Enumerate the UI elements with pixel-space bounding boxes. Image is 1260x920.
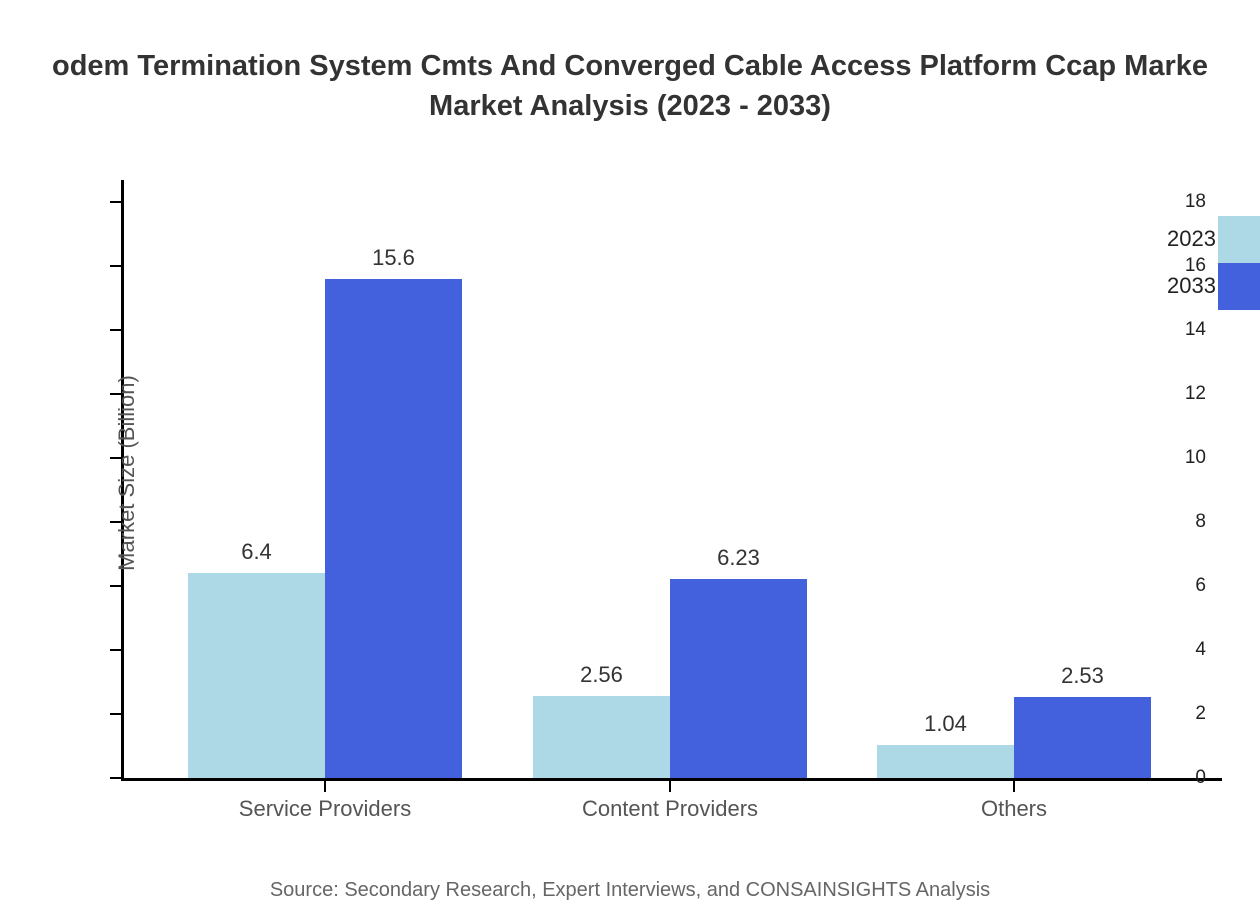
plot-area: Market Size (Billion) 0 2 4 6 8 10 12 14 16 18 Se…	[110, 180, 1222, 821]
bar-value-label: 2.53	[1061, 663, 1104, 689]
y-tick-label: 12	[1184, 383, 1206, 405]
legend-item-2023[interactable]: 2023	[1124, 216, 1260, 263]
y-tick-mark	[110, 201, 121, 204]
y-axis-spine	[121, 180, 124, 781]
legend-label: 2033	[1167, 273, 1216, 298]
legend-item-2033[interactable]: 2033	[1124, 263, 1260, 310]
x-tick-mark	[324, 781, 326, 792]
y-tick-label: 6	[1195, 575, 1206, 597]
bar-value-label: 6.23	[717, 544, 760, 570]
chart-title-line-2: Market Analysis (2023 - 2033)	[429, 90, 831, 122]
y-tick-mark	[110, 713, 121, 716]
bar-2033-others[interactable]	[1014, 697, 1151, 778]
y-tick-mark	[110, 777, 121, 779]
bar-2023-service-providers[interactable]	[188, 573, 325, 778]
bar-2023-content-providers[interactable]	[533, 696, 670, 778]
chart-title: odem Termination System Cmts And Converg…	[0, 46, 1260, 126]
x-axis-spine	[121, 778, 1222, 781]
bar-value-label: 2.56	[580, 662, 623, 688]
bar-2033-service-providers[interactable]	[325, 279, 462, 778]
y-tick-mark	[110, 329, 121, 332]
bar-value-label: 6.4	[241, 539, 272, 565]
y-tick-label: 16	[1184, 255, 1206, 277]
bar-2023-others[interactable]	[877, 744, 1014, 778]
y-tick-label: 18	[1184, 191, 1206, 213]
y-tick-mark	[110, 521, 121, 524]
bar-value-label: 1.04	[924, 710, 967, 736]
y-tick-mark	[110, 457, 121, 460]
legend-swatch	[1218, 216, 1260, 263]
legend-swatch	[1218, 263, 1260, 310]
y-tick-label: 2	[1195, 703, 1206, 725]
x-tick-mark	[1013, 781, 1015, 792]
x-tick-mark	[669, 781, 671, 792]
bar-2033-content-providers[interactable]	[670, 578, 807, 778]
y-axis-title: Market Size (Billion)	[114, 375, 139, 571]
y-tick-mark	[110, 393, 121, 396]
y-tick-label: 10	[1184, 447, 1206, 469]
legend-label: 2023	[1167, 226, 1216, 251]
y-tick-mark	[110, 649, 121, 652]
y-tick-label: 0	[1195, 767, 1206, 788]
x-tick-label: Others	[980, 796, 1048, 821]
bar-value-label: 15.6	[372, 245, 415, 271]
y-tick-mark	[110, 585, 121, 588]
x-tick-label: Service Providers	[238, 796, 412, 821]
y-tick-mark	[110, 265, 121, 268]
x-tick-label: Content Providers	[581, 796, 759, 821]
source-note: Source: Secondary Research, Expert Inter…	[269, 879, 991, 901]
y-tick-label: 14	[1184, 319, 1206, 341]
y-tick-label: 4	[1195, 639, 1206, 661]
y-tick-label: 8	[1195, 511, 1206, 533]
chart-title-line-1: odem Termination System Cmts And Converg…	[51, 50, 1209, 82]
